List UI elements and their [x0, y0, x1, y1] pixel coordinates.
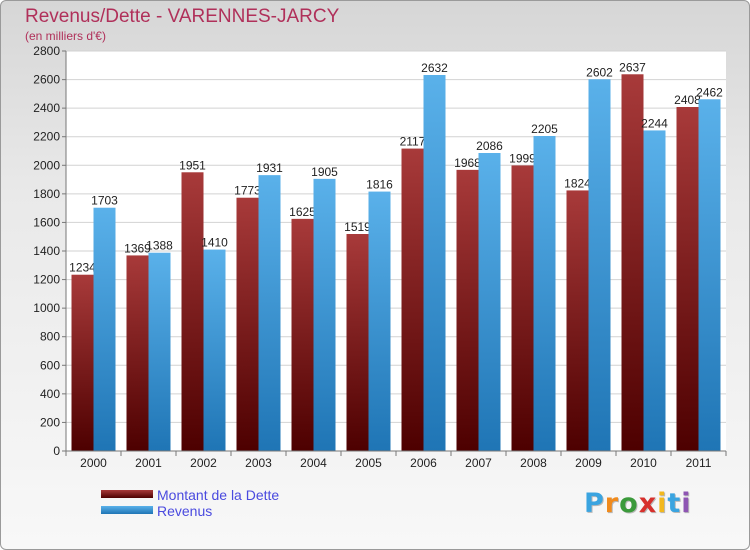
chart-title: Revenus/Dette - VARENNES-JARCY — [25, 6, 340, 27]
gridlines — [66, 50, 726, 423]
legend-swatch-revenue — [101, 506, 153, 514]
revenue-bar — [203, 249, 226, 451]
debt-bar — [126, 255, 149, 451]
x-tick-label: 2002 — [190, 456, 217, 470]
x-tick-label: 2009 — [575, 456, 602, 470]
y-tick-label: 2000 — [33, 158, 60, 172]
debt-value-label: 1968 — [454, 156, 481, 170]
debt-bar — [566, 190, 589, 451]
x-tick-label: 2000 — [80, 456, 107, 470]
debt-bar — [236, 197, 259, 451]
x-tick-label: 2003 — [245, 456, 272, 470]
y-tick-label: 600 — [40, 358, 60, 372]
revenue-value-label: 1931 — [256, 161, 283, 175]
x-tick-label: 2011 — [686, 456, 712, 470]
x-tick-label: 2006 — [410, 456, 437, 470]
debt-value-label: 1824 — [564, 176, 591, 190]
y-tick-label: 1800 — [33, 187, 60, 201]
y-tick-label: 1000 — [33, 301, 60, 315]
debt-value-label: 1369 — [124, 241, 151, 255]
debt-value-label: 1951 — [179, 158, 206, 172]
revenue-value-label: 1816 — [366, 178, 393, 192]
proxiti-logo: Proxiti — [584, 488, 692, 519]
revenue-value-label: 1410 — [201, 236, 228, 250]
y-tick-label: 800 — [40, 330, 60, 344]
debt-bar — [71, 274, 94, 451]
revenue-value-label: 2086 — [476, 139, 503, 153]
revenue-bar — [93, 207, 116, 451]
revenue-value-label: 2205 — [531, 122, 558, 136]
y-tick-label: 1400 — [33, 244, 60, 258]
debt-bar — [181, 172, 204, 452]
revenue-bar — [643, 130, 666, 451]
revenue-value-label: 1703 — [91, 194, 118, 208]
y-tick-label: 2400 — [33, 101, 60, 115]
revenue-value-label: 2632 — [421, 61, 448, 75]
revenue-value-label: 2462 — [696, 85, 723, 99]
y-tick-label: 0 — [53, 444, 60, 458]
revenue-bar — [368, 191, 391, 452]
debt-bar — [511, 165, 534, 451]
revenue-bar — [478, 153, 501, 451]
x-tick-label: 2001 — [135, 456, 162, 470]
y-tick-label: 400 — [40, 387, 60, 401]
debt-value-label: 2408 — [674, 93, 701, 107]
x-tick-label: 2007 — [465, 456, 492, 470]
debt-value-label: 1625 — [289, 205, 316, 219]
revenue-bar — [588, 79, 611, 452]
debt-bar — [401, 148, 424, 452]
revenue-bar — [148, 252, 171, 451]
legend-label-revenue: Revenus — [157, 503, 213, 519]
x-tick-label: 2010 — [630, 456, 657, 470]
y-tick-label: 2600 — [33, 73, 60, 87]
debt-bar — [621, 74, 644, 452]
debt-value-label: 2117 — [400, 135, 426, 149]
x-axis-ticks: 2000 2001 2002 2003 2004 2005 2006 2007 2008 2009… — [65, 451, 727, 470]
x-tick-label: 2005 — [355, 456, 382, 470]
revenue-value-label: 2602 — [586, 65, 613, 79]
debt-bar — [346, 234, 369, 451]
debt-value-label: 1773 — [234, 184, 261, 198]
debt-bar — [456, 169, 479, 451]
debt-bar — [291, 218, 314, 451]
y-axis-ticks: 0 200 400 600 800 1000 1200 1400 1600 1800 2000 220… — [33, 44, 66, 458]
legend-label-debt: Montant de la Dette — [157, 487, 280, 503]
revenue-bar — [698, 99, 721, 452]
revenue-bar — [423, 75, 446, 451]
revenue-value-label: 1388 — [146, 239, 173, 253]
revenue-value-label: 2244 — [641, 116, 668, 130]
revenue-bar — [533, 136, 556, 451]
debt-value-label: 1234 — [69, 261, 96, 275]
revenue-value-label: 1905 — [311, 165, 338, 179]
x-tick-label: 2008 — [520, 456, 547, 470]
x-tick-label: 2004 — [300, 456, 327, 470]
revenue-bar — [313, 178, 336, 451]
debt-bar — [676, 107, 699, 451]
y-tick-label: 2200 — [33, 130, 60, 144]
chart-subtitle: (en milliers d'€) — [25, 29, 106, 43]
y-tick-label: 1600 — [33, 215, 60, 229]
debt-value-label: 1999 — [509, 151, 536, 165]
debt-value-label: 1519 — [344, 220, 371, 234]
y-tick-label: 1200 — [33, 273, 60, 287]
debt-value-label: 2637 — [619, 60, 646, 74]
y-tick-label: 2800 — [33, 44, 60, 58]
legend-swatch-debt — [101, 490, 153, 498]
revenue-bar — [258, 175, 281, 451]
y-tick-label: 200 — [40, 415, 60, 429]
